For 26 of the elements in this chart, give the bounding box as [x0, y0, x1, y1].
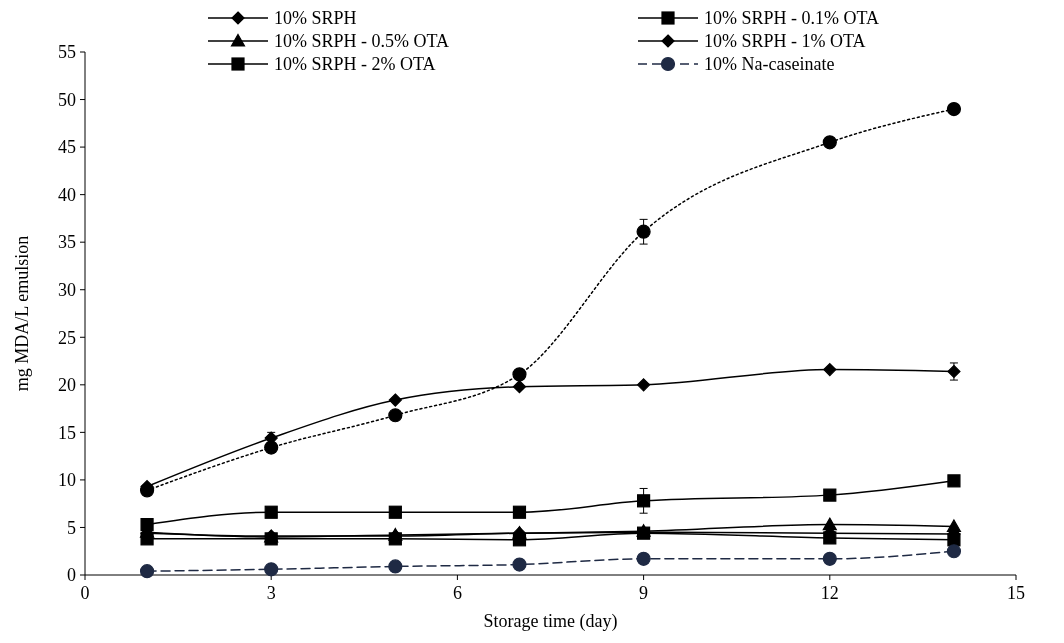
- legend-label: 10% SRPH - 2% OTA: [274, 54, 436, 75]
- x-tick-label: 3: [266, 583, 276, 603]
- y-tick-label: 50: [58, 89, 76, 110]
- x-tick-label: 12: [820, 583, 839, 603]
- y-tick-label: 10: [58, 470, 76, 491]
- legend-label: 10% SRPH: [274, 8, 357, 29]
- y-tick-label: 15: [58, 422, 76, 443]
- y-tick-label: 40: [58, 184, 76, 205]
- y-tick-label: 30: [58, 280, 76, 301]
- y-tick-label: 20: [58, 375, 76, 396]
- x-axis-title: Storage time (day): [483, 611, 618, 632]
- legend-label: 10% Na-caseinate: [704, 54, 835, 75]
- x-tick-label: 0: [80, 583, 90, 603]
- x-tick-label: 6: [452, 583, 462, 603]
- legend-label: 10% SRPH - 0.5% OTA: [274, 31, 450, 52]
- legend-label: 10% SRPH - 0.1% OTA: [704, 8, 880, 29]
- y-tick-label: 55: [58, 42, 76, 63]
- y-tick-label: 35: [58, 232, 76, 253]
- x-tick-label: 15: [1007, 583, 1025, 603]
- y-tick-label: 0: [67, 565, 76, 586]
- y-tick-label: 45: [58, 137, 76, 158]
- y-tick-label: 25: [58, 327, 76, 348]
- legend-label: 10% SRPH - 1% OTA: [704, 31, 866, 52]
- y-axis-title: mg MDA/L emulsion: [12, 235, 32, 392]
- y-tick-label: 5: [67, 517, 76, 538]
- x-tick-label: 9: [639, 583, 649, 603]
